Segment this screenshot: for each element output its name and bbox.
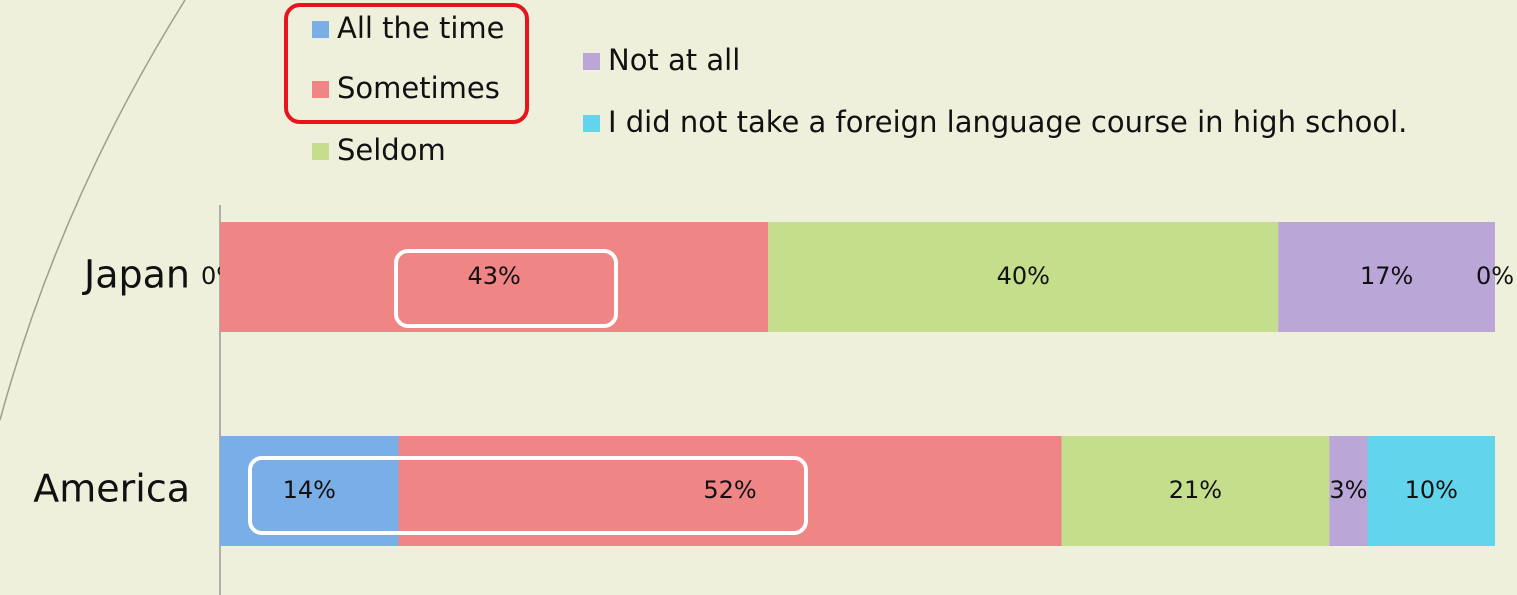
legend-swatch [583, 53, 600, 70]
data-label: 21% [1169, 476, 1222, 504]
bar-segment [220, 222, 769, 332]
legend-swatch [312, 81, 329, 98]
data-label: 0% [1476, 262, 1514, 290]
data-label: 17% [1360, 262, 1413, 290]
highlight-box [394, 249, 618, 328]
bar-segment [398, 436, 1062, 546]
data-label: 40% [997, 262, 1050, 290]
legend-label: I did not take a foreign language course… [608, 105, 1407, 139]
bar-segment [768, 222, 1279, 332]
bar-segment [1367, 436, 1495, 546]
legend-swatch [583, 115, 600, 132]
legend-label: All the time [337, 11, 505, 45]
data-label: 10% [1405, 476, 1458, 504]
bar-segment [1329, 436, 1368, 546]
highlight-box [284, 3, 529, 124]
legend-label: Sometimes [337, 71, 500, 105]
decorative-curve [0, 0, 186, 421]
legend-swatch [312, 143, 329, 160]
data-label: 3% [1329, 476, 1367, 504]
data-label: 14% [283, 476, 336, 504]
bar-segment [1278, 222, 1495, 332]
legend-label: Not at all [608, 43, 740, 77]
data-label: 43% [467, 262, 520, 290]
legend-label: Seldom [337, 133, 446, 167]
category-label: Japan [82, 253, 190, 297]
data-label: 52% [703, 476, 756, 504]
legend-swatch [312, 21, 329, 38]
highlight-box [248, 456, 808, 535]
category-label: America [33, 467, 190, 511]
bar-segment [1061, 436, 1330, 546]
